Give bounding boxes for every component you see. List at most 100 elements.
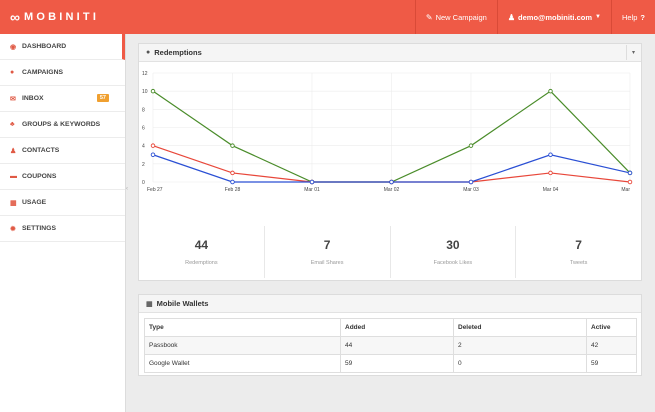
sidebar-item-label: USAGE (22, 199, 47, 206)
chart-icon: ▦ (10, 199, 17, 207)
stat-value: 30 (446, 238, 460, 252)
y-tick-label: 8 (142, 107, 145, 113)
data-point (548, 88, 553, 94)
y-tick-label: 12 (142, 71, 148, 77)
mobile-wallets-table: Type Added Deleted Active Passbook 44 2 … (144, 318, 637, 373)
new-campaign-label: New Campaign (435, 12, 487, 22)
x-tick-label: Mar 04 (543, 187, 559, 193)
x-tick-label: Mar 03 (463, 187, 479, 193)
data-point (627, 179, 633, 185)
sidebar-resize-handle[interactable]: ‹ (126, 186, 128, 192)
sidebar-item-label: SETTINGS (22, 225, 56, 232)
stat-label: Email Shares (310, 260, 344, 266)
data-point (389, 179, 394, 185)
sidebar-item-label: INBOX (22, 95, 44, 102)
envelope-icon: ✉ (10, 95, 16, 103)
x-tick-label: Mar 01 (304, 187, 320, 193)
sidebar-item-label: COUPONS (22, 173, 57, 180)
stat-tweets: 7 Tweets (516, 226, 641, 278)
sidebar-item-dashboard[interactable]: ◉ DASHBOARD (0, 34, 125, 60)
user-menu[interactable]: ♟ demo@mobiniti.com ▼ (496, 0, 611, 34)
inbox-badge: 57 (96, 94, 109, 102)
sidebar-item-usage[interactable]: ▦ USAGE (0, 190, 125, 216)
chevron-down-icon: ▾ (631, 50, 635, 56)
redemptions-panel: ● Redemptions ▾ 12 10 8 6 4 2 0 Feb 27 Feb 28 Mar… (138, 43, 642, 281)
data-point (309, 179, 315, 185)
column-header-deleted: Deleted (453, 318, 587, 337)
x-tick-label: Feb 27 (147, 187, 163, 193)
logo[interactable]: ∞ MOBINITI (10, 9, 100, 25)
table-row: Google Wallet 59 0 59 (144, 354, 637, 373)
data-point (230, 143, 235, 148)
user-icon: ♟ (10, 147, 17, 155)
sidebar-item-label: CONTACTS (22, 147, 60, 154)
top-nav: ✎ New Campaign ♟ demo@mobiniti.com ▼ Hel… (414, 0, 655, 34)
y-tick-label: 2 (142, 162, 145, 168)
mobile-wallets-panel: ▦ Mobile Wallets Type Added Deleted Acti… (138, 294, 642, 376)
stats-row: 44 Redemptions 7 Email Shares 30 Faceboo… (139, 224, 641, 280)
question-icon: ? (640, 12, 645, 22)
user-icon: ♟ (507, 12, 516, 22)
cell-active: 59 (586, 354, 637, 373)
stat-label: Tweets (569, 260, 588, 266)
infinity-logo-icon: ∞ (10, 9, 20, 25)
y-tick-label: 10 (142, 89, 148, 95)
stat-value: 7 (323, 238, 331, 252)
redemptions-chart: 12 10 8 6 4 2 0 Feb 27 Feb 28 Mar 01 Mar 02 Mar 03 M… (139, 64, 641, 224)
cell-active: 42 (586, 336, 637, 355)
sidebar-item-settings[interactable]: ✹ SETTINGS (0, 216, 125, 242)
caret-down-icon: ▼ (595, 14, 601, 20)
data-point (230, 170, 235, 176)
data-point (150, 143, 156, 148)
sidebar: ◉ DASHBOARD ● CAMPAIGNS ✉ INBOX 57 ♣ GRO… (0, 34, 126, 412)
cell-deleted: 2 (453, 336, 587, 355)
help-label: Help (621, 12, 638, 22)
top-bar: ∞ MOBINITI ✎ New Campaign ♟ demo@mobinit… (0, 0, 655, 34)
gear-icon: ✹ (10, 225, 16, 233)
sidebar-item-label: DASHBOARD (22, 43, 67, 50)
dashboard-icon: ◉ (10, 43, 17, 51)
cell-added: 44 (340, 336, 454, 355)
data-point (468, 143, 474, 148)
mobile-wallets-title: Mobile Wallets (156, 299, 209, 308)
mobile-wallets-header: ▦ Mobile Wallets (139, 295, 641, 313)
data-point (548, 152, 553, 157)
stat-value: 44 (194, 238, 209, 252)
sidebar-item-contacts[interactable]: ♟ CONTACTS (0, 138, 125, 164)
collapse-button[interactable]: ▾ (626, 45, 640, 60)
sidebar-item-campaigns[interactable]: ● CAMPAIGNS (0, 60, 125, 86)
sidebar-item-label: CAMPAIGNS (22, 69, 64, 76)
y-tick-label: 6 (142, 126, 145, 132)
cell-added: 59 (340, 354, 454, 373)
cell-type: Passbook (144, 336, 341, 355)
stat-label: Facebook Likes (433, 260, 473, 266)
redemptions-title: Redemptions (154, 48, 202, 57)
comment-icon: ● (10, 69, 15, 76)
column-header-type: Type (144, 318, 341, 337)
chart-icon: ▦ (146, 300, 153, 308)
users-icon: ♣ (10, 121, 15, 128)
column-header-added: Added (340, 318, 454, 337)
data-point (468, 179, 474, 185)
sidebar-item-groups-keywords[interactable]: ♣ GROUPS & KEYWORDS (0, 112, 125, 138)
help-button[interactable]: Help ? (610, 0, 655, 34)
stat-label: Redemptions (185, 260, 218, 266)
sidebar-item-inbox[interactable]: ✉ INBOX 57 (0, 86, 125, 112)
sidebar-item-coupons[interactable]: ▬ COUPONS (0, 164, 125, 190)
x-tick-label: Feb 28 (225, 187, 241, 193)
column-header-active: Active (586, 318, 637, 337)
new-campaign-button[interactable]: ✎ New Campaign (414, 0, 497, 34)
redemptions-header: ● Redemptions (139, 44, 641, 62)
sidebar-item-label: GROUPS & KEYWORDS (22, 121, 101, 128)
comment-icon: ● (146, 49, 151, 56)
data-point (150, 88, 156, 94)
cell-deleted: 0 (453, 354, 587, 373)
user-email: demo@mobiniti.com (518, 12, 593, 22)
data-point (230, 179, 235, 185)
edit-icon: ✎ (425, 12, 433, 22)
logo-text: MOBINITI (23, 11, 100, 23)
stat-email-shares: 7 Email Shares (265, 226, 391, 278)
table-row: Passbook 44 2 42 (144, 336, 637, 355)
table-header-row: Type Added Deleted Active (144, 318, 637, 337)
